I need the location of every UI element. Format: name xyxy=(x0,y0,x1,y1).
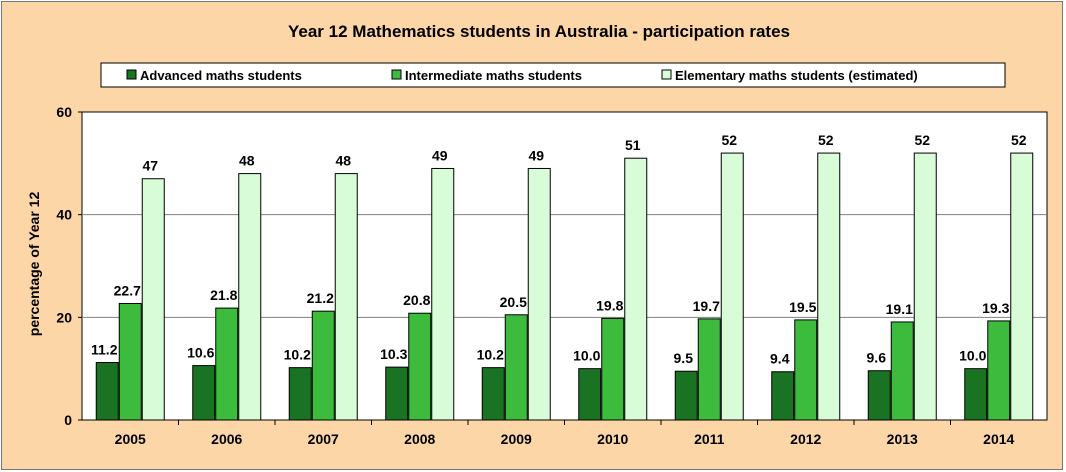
bar-intermediate xyxy=(697,318,721,421)
x-tick-label: 2011 xyxy=(694,431,725,447)
data-label: 48 xyxy=(239,153,255,169)
bar-elementary xyxy=(624,157,648,421)
bar-intermediate xyxy=(215,307,239,421)
data-label: 49 xyxy=(432,147,448,163)
legend-swatch xyxy=(661,69,672,80)
bar-intermediate xyxy=(794,319,818,421)
bar-elementary xyxy=(238,173,262,421)
data-label: 10.6 xyxy=(187,345,214,361)
data-label: 47 xyxy=(142,158,158,174)
bar-intermediate xyxy=(118,302,142,421)
bar-advanced xyxy=(385,366,409,421)
bar-elementary xyxy=(527,167,551,421)
data-label: 19.3 xyxy=(982,300,1009,316)
legend-label: Intermediate maths students xyxy=(405,68,582,83)
x-axis-ticks: 2005 2006 2007 2008 2009 2010 2011 2012 2013 2014 xyxy=(115,420,1015,447)
legend-box xyxy=(100,62,1006,88)
data-label: 21.8 xyxy=(210,287,237,303)
legend-label: Elementary maths students (estimated) xyxy=(675,68,918,83)
data-label: 19.1 xyxy=(886,301,913,317)
data-label: 11.2 xyxy=(91,342,118,358)
data-label: 21.2 xyxy=(307,290,334,306)
x-tick-label: 2014 xyxy=(983,431,1014,447)
y-tick-label: 0 xyxy=(64,412,72,428)
bar-elementary xyxy=(141,178,165,421)
bar-intermediate xyxy=(408,312,432,421)
x-tick-label: 2008 xyxy=(404,431,435,447)
data-label: 20.8 xyxy=(403,292,430,308)
bar-intermediate xyxy=(601,317,625,421)
legend-swatch xyxy=(126,69,137,80)
y-axis-ticks: 0 20 40 60 xyxy=(56,104,82,428)
bar-intermediate xyxy=(504,314,528,421)
y-axis-title: percentage of Year 12 xyxy=(26,192,42,337)
bars xyxy=(95,152,1034,421)
legend-swatch xyxy=(391,69,402,80)
x-tick-label: 2013 xyxy=(887,431,918,447)
legend-label: Advanced maths students xyxy=(140,68,302,83)
bar-intermediate xyxy=(987,320,1011,421)
x-tick-label: 2009 xyxy=(501,431,532,447)
bar-advanced xyxy=(95,362,119,421)
chart-title: Year 12 Mathematics students in Australi… xyxy=(288,22,790,41)
data-label: 10.3 xyxy=(380,346,407,362)
bar-intermediate xyxy=(890,321,914,421)
legend: Advanced maths students Intermediate math… xyxy=(100,62,1006,88)
bar-advanced xyxy=(578,368,602,421)
bar-elementary xyxy=(431,167,455,421)
x-tick-label: 2005 xyxy=(115,431,146,447)
data-label: 10.0 xyxy=(959,348,986,364)
data-labels: 11.2 22.7 47 10.6 21.8 48 10.2 21.2 48 10.3 20.8 49… xyxy=(91,132,1027,367)
data-label: 52 xyxy=(721,132,737,148)
x-tick-label: 2012 xyxy=(790,431,821,447)
data-label: 52 xyxy=(818,132,834,148)
bar-elementary xyxy=(720,152,744,421)
bar-advanced xyxy=(964,368,988,421)
bar-advanced xyxy=(867,370,891,421)
bar-elementary xyxy=(913,152,937,421)
y-tick-label: 60 xyxy=(56,104,72,120)
y-tick-label: 40 xyxy=(56,207,72,223)
bar-elementary xyxy=(1010,152,1034,421)
data-label: 52 xyxy=(914,132,930,148)
bar-advanced xyxy=(288,367,312,421)
bar-elementary xyxy=(817,152,841,421)
bar-intermediate xyxy=(311,310,335,421)
data-label: 19.5 xyxy=(789,299,816,315)
data-label: 19.7 xyxy=(693,298,720,314)
data-label: 9.5 xyxy=(674,350,694,366)
data-label: 19.8 xyxy=(596,297,623,313)
x-tick-label: 2007 xyxy=(308,431,339,447)
data-label: 22.7 xyxy=(114,282,141,298)
data-label: 9.6 xyxy=(867,350,887,366)
bar-advanced xyxy=(481,367,505,421)
data-label: 52 xyxy=(1011,132,1027,148)
data-label: 9.4 xyxy=(770,351,790,367)
data-label: 20.5 xyxy=(500,294,527,310)
data-label: 48 xyxy=(335,153,351,169)
data-label: 51 xyxy=(625,137,641,153)
bar-elementary xyxy=(334,173,358,421)
bar-advanced xyxy=(192,365,216,421)
data-label: 10.2 xyxy=(477,347,504,363)
bar-advanced xyxy=(771,371,795,421)
bar-advanced xyxy=(674,370,698,421)
data-label: 49 xyxy=(528,147,544,163)
y-tick-label: 20 xyxy=(56,309,72,325)
data-label: 10.2 xyxy=(284,347,311,363)
x-tick-label: 2006 xyxy=(211,431,242,447)
data-label: 10.0 xyxy=(573,348,600,364)
x-tick-label: 2010 xyxy=(597,431,628,447)
